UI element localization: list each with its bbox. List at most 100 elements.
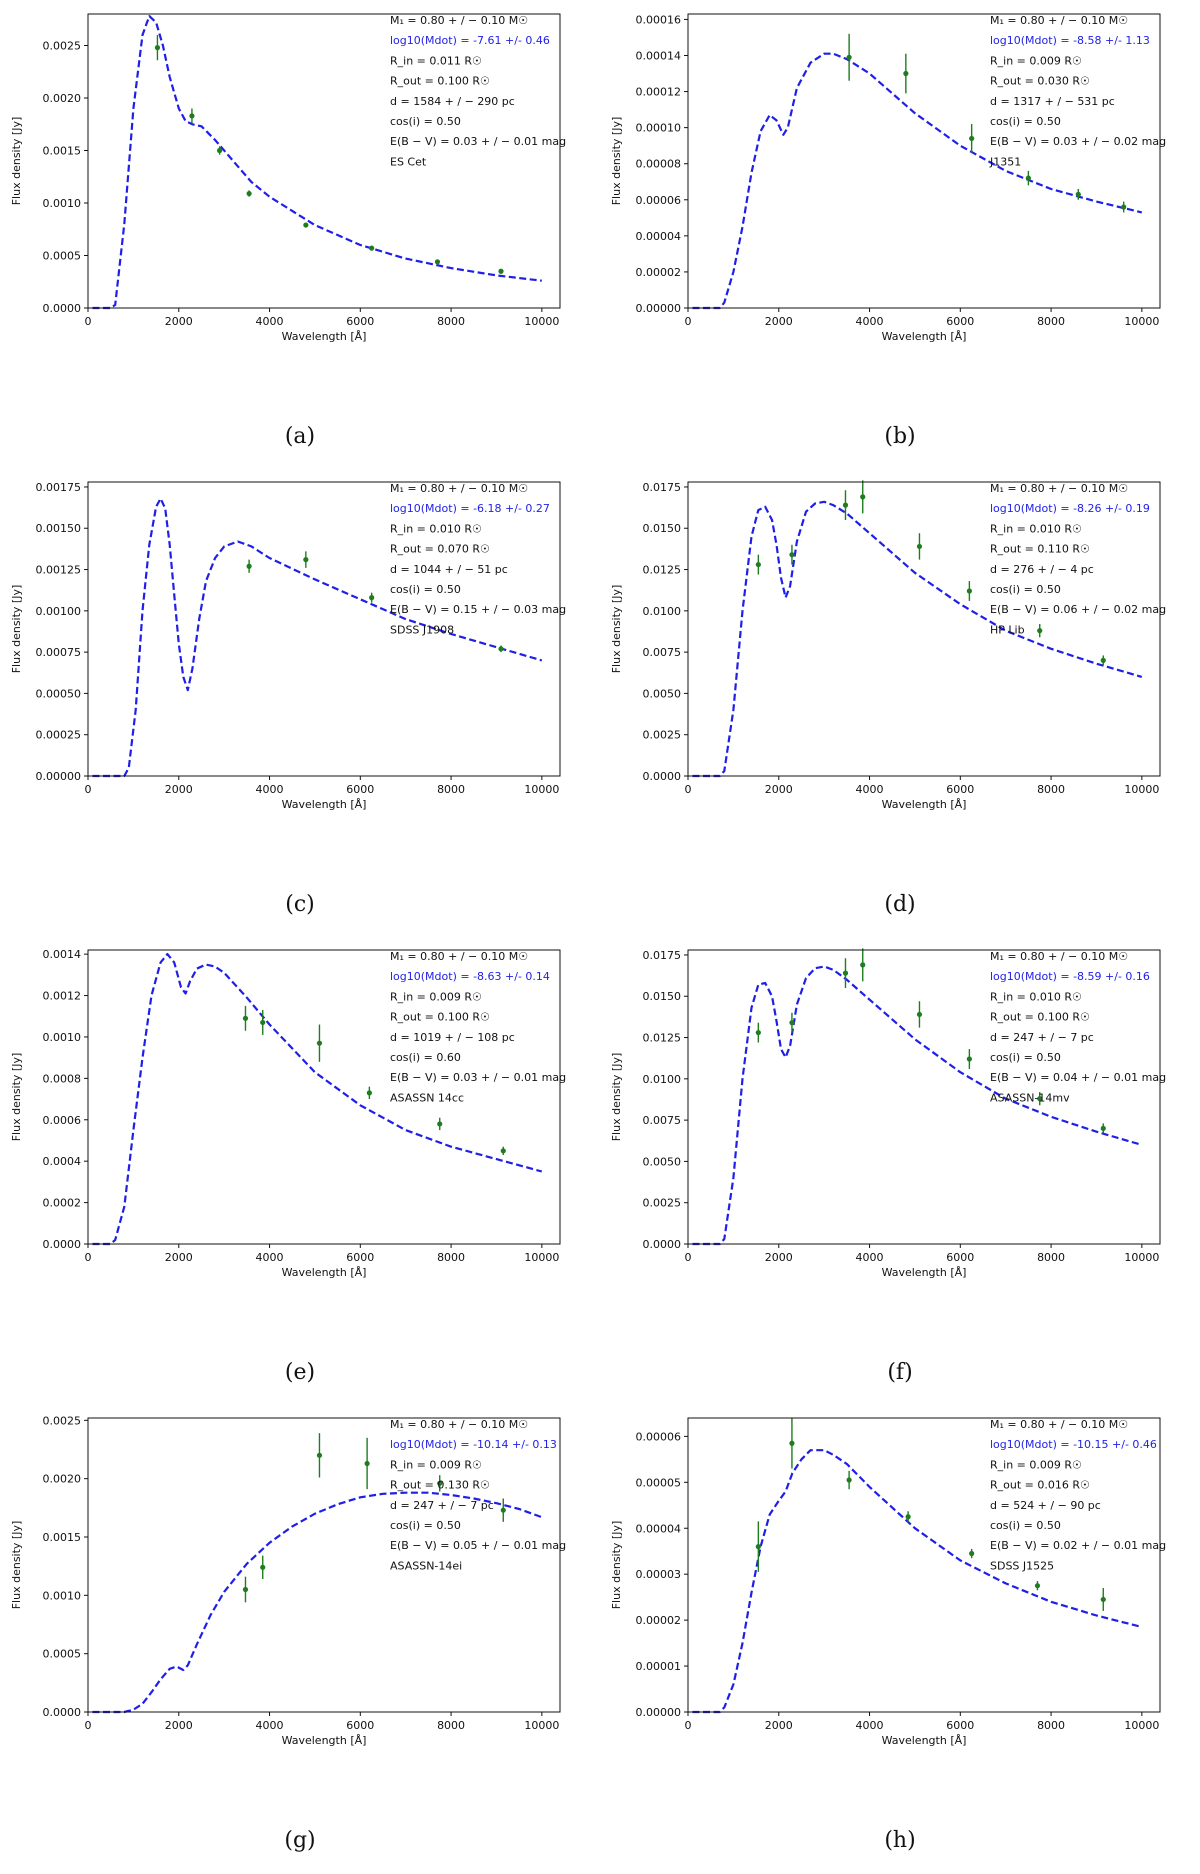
y-tick-label: 0.0020 (43, 1473, 82, 1486)
data-marker (364, 1460, 370, 1467)
data-point (789, 1418, 795, 1469)
annotation-line: R_out = 0.070 R☉ (390, 543, 490, 556)
chart-panel-d: 0 2000 4000 6000 8000 10000 0.0000 0.0025 0.0050… (600, 468, 1200, 938)
annotation-line: R_in = 0.009 R☉ (390, 990, 482, 1003)
annotation-line: cos(i) = 0.50 (990, 1519, 1061, 1532)
chart-panel-f: 0 2000 4000 6000 8000 10000 0.0000 0.0025 0.0050… (600, 936, 1200, 1406)
annotation-line: log10(Mdot) = -8.26 +/- 0.19 (990, 502, 1150, 515)
y-tick-label: 0.00000 (636, 302, 682, 315)
data-point (755, 1022, 761, 1043)
annotation-line: R_in = 0.009 R☉ (990, 54, 1082, 67)
data-marker (969, 1550, 975, 1557)
data-point (846, 33, 852, 81)
data-point (755, 1521, 761, 1572)
annotation-line: R_out = 0.110 R☉ (990, 543, 1090, 556)
data-marker (437, 1121, 443, 1127)
annotation-line: E(B − V) = 0.05 + / − 0.01 mag (390, 1539, 566, 1552)
data-point (1037, 1092, 1043, 1106)
x-tick-label: 4000 (856, 1719, 884, 1732)
data-point (498, 268, 504, 274)
y-tick-label: 0.00175 (36, 481, 82, 494)
data-point (842, 490, 849, 520)
annotation-line: E(B − V) = 0.04 + / − 0.01 mag (990, 1071, 1166, 1084)
data-point (1100, 1587, 1106, 1611)
annotation-line: d = 1584 + / − 290 pc (390, 95, 515, 108)
y-tick-label: 0.0125 (643, 564, 682, 577)
model-curve (92, 15, 542, 310)
data-marker (369, 595, 375, 601)
x-tick-label: 0 (85, 783, 92, 796)
data-point (217, 146, 223, 155)
x-tick-label: 6000 (946, 315, 974, 328)
data-marker (303, 557, 309, 563)
model-curve (92, 953, 543, 1246)
annotation-line: d = 1044 + / − 51 pc (390, 563, 508, 576)
model-curve (92, 1491, 543, 1714)
data-point (316, 1024, 323, 1062)
x-tick-label: 10000 (1124, 315, 1159, 328)
panel-caption: (e) (284, 1360, 316, 1385)
annotation-line: R_in = 0.011 R☉ (390, 54, 482, 67)
x-tick-label: 6000 (946, 1251, 974, 1264)
y-tick-label: 0.0012 (43, 990, 82, 1003)
data-point (1121, 201, 1127, 213)
y-tick-label: 0.0050 (643, 1155, 682, 1168)
panel-caption: (f) (887, 1360, 913, 1385)
y-tick-label: 0.00000 (36, 770, 82, 783)
data-marker (1037, 628, 1043, 634)
data-point (903, 53, 909, 94)
data-point (846, 1470, 852, 1490)
x-axis-label: Wavelength [Å] (282, 330, 367, 343)
y-tick-label: 0.00010 (636, 122, 682, 135)
y-tick-label: 0.0010 (43, 1031, 82, 1044)
x-tick-label: 2000 (165, 1719, 193, 1732)
data-marker (860, 962, 866, 968)
annotation-line: ASASSN-14ei (390, 1559, 462, 1572)
y-tick-label: 0.00003 (636, 1568, 682, 1581)
x-tick-label: 10000 (524, 1251, 559, 1264)
y-tick-label: 0.0150 (643, 990, 682, 1003)
data-point (916, 1001, 923, 1028)
y-tick-label: 0.00016 (636, 13, 682, 26)
x-tick-label: 8000 (1037, 1719, 1065, 1732)
data-point (1037, 624, 1043, 638)
x-tick-label: 4000 (256, 783, 284, 796)
data-marker (246, 563, 252, 569)
x-tick-label: 4000 (256, 1251, 284, 1264)
data-point (966, 581, 972, 601)
annotation-line: M₁ = 0.80 + / − 0.10 M☉ (990, 950, 1128, 963)
y-tick-label: 0.00000 (636, 1706, 682, 1719)
data-marker (916, 543, 923, 550)
y-tick-label: 0.0025 (643, 729, 682, 742)
data-marker (755, 1544, 761, 1550)
x-tick-label: 8000 (437, 1719, 465, 1732)
y-tick-label: 0.0005 (43, 250, 82, 263)
data-marker (434, 259, 441, 265)
annotation-line: log10(Mdot) = -10.14 +/- 0.13 (390, 1438, 557, 1451)
annotation-line: M₁ = 0.80 + / − 0.10 M☉ (990, 482, 1128, 495)
annotation-line: M₁ = 0.80 + / − 0.10 M☉ (390, 14, 528, 27)
data-marker (500, 1148, 506, 1154)
y-axis-label: Flux density [Jy] (10, 117, 23, 206)
x-tick-label: 4000 (856, 315, 884, 328)
annotation-line: R_in = 0.010 R☉ (990, 990, 1082, 1003)
y-tick-label: 0.00005 (636, 1476, 682, 1489)
x-tick-label: 0 (685, 1719, 692, 1732)
y-tick-label: 0.0000 (43, 1706, 82, 1719)
data-point (498, 645, 504, 653)
y-tick-label: 0.0010 (43, 1589, 82, 1602)
y-tick-label: 0.00075 (36, 646, 82, 659)
y-tick-label: 0.0015 (43, 1531, 82, 1544)
y-tick-label: 0.00004 (636, 1522, 682, 1535)
data-point (366, 1086, 372, 1100)
y-tick-label: 0.0000 (643, 770, 682, 783)
annotation-line: J1351 (989, 155, 1021, 168)
annotation-line: E(B − V) = 0.03 + / − 0.01 mag (390, 1071, 566, 1084)
data-marker (789, 1020, 795, 1026)
panel-caption: (d) (884, 892, 916, 917)
annotation-line: cos(i) = 0.50 (390, 115, 461, 128)
data-marker (842, 970, 849, 976)
y-tick-label: 0.00150 (36, 522, 82, 535)
y-axis-label: Flux density [Jy] (10, 1521, 23, 1610)
x-tick-label: 4000 (256, 315, 284, 328)
